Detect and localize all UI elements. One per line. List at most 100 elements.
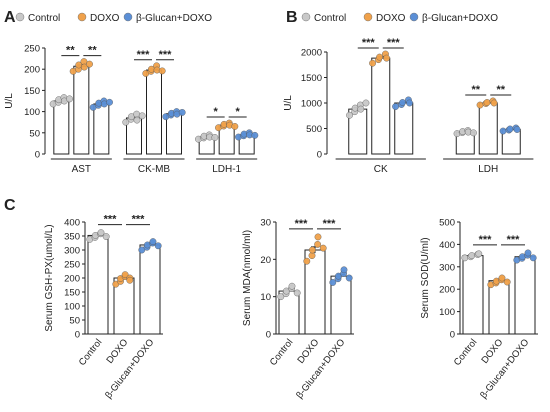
y-tick-label-0: 0 <box>35 150 40 161</box>
y-tick-label-50: 50 <box>69 316 80 327</box>
category-label-ast: AST <box>72 164 91 175</box>
y-axis-label: Serum GSH-PX(umol/L) <box>44 224 55 331</box>
bar-ck-beta-glucan-doxo-point <box>399 99 406 106</box>
y-tick-label-0: 0 <box>317 150 322 161</box>
panel-c-label: C <box>4 197 16 214</box>
bar-doxo-point <box>126 276 134 284</box>
y-tick-label-10: 10 <box>260 292 271 303</box>
sig-ldh-1-label: ** <box>471 84 480 96</box>
sig-ck-mb-1-label: *** <box>137 49 151 61</box>
sig-ldh-2-label: ** <box>496 84 505 96</box>
sig-1-label: *** <box>104 214 118 226</box>
bar-ast-control-bar <box>53 100 70 155</box>
bar-doxo-point <box>121 271 129 279</box>
bar-ldh-beta-glucan-doxo-point <box>499 127 507 135</box>
panel-b-label: B <box>286 9 298 26</box>
bar-control-bar <box>462 255 484 335</box>
bar-ck-mb-beta-glucan-doxo-point <box>178 109 186 116</box>
bar-control-bar <box>87 234 109 335</box>
legend-label-beta-glucan-doxo: β-Glucan+DOXO <box>422 13 498 24</box>
legend-label-beta-glucan-doxo: β-Glucan+DOXO <box>136 13 212 24</box>
y-tick-label-50: 50 <box>29 128 40 139</box>
bar-beta-glucan-doxo-point <box>529 254 537 262</box>
bar-ast-doxo-bar <box>73 65 90 155</box>
x-tick-label-doxo: DOXO <box>295 337 321 366</box>
category-label-ck-mb: CK-MB <box>138 164 171 175</box>
y-tick-label-1500: 1500 <box>301 73 322 84</box>
x-tick-label-control: Control <box>77 337 105 368</box>
sig-ck-1-label: *** <box>362 37 376 49</box>
bar-ldh-doxo-point <box>476 101 484 109</box>
bar-doxo-point <box>303 257 311 265</box>
bar-beta-glucan-doxo-point <box>329 279 337 286</box>
bar-ck-control-point <box>362 99 370 107</box>
bar-control-point <box>277 293 285 301</box>
y-tick-label-400: 400 <box>439 240 455 251</box>
bar-ast-doxo-point <box>80 63 88 71</box>
legend-b: Control DOXO β-Glucan+DOXO <box>301 12 498 24</box>
y-tick-label-100: 100 <box>64 302 80 313</box>
y-axis-label: U/L <box>4 93 15 109</box>
y-tick-label-1000: 1000 <box>301 99 322 110</box>
legend-marker-doxo <box>363 12 373 22</box>
x-tick-label-beta-glucan-doxo: β-Glucan+DOXO <box>478 337 531 401</box>
y-axis-label: Serum SOD(U/ml) <box>420 237 431 318</box>
bar-beta-glucan-doxo-point <box>154 242 162 250</box>
y-tick-label-100: 100 <box>24 107 40 118</box>
bar-ldh-doxo-bar <box>478 102 498 155</box>
plot-c-gshpx: 0 50 100 150 200 250 300 350 400 Control DOXOβ-Glu… <box>44 214 163 401</box>
bar-beta-glucan-doxo-point <box>149 238 157 246</box>
sig-2-label: *** <box>323 218 337 230</box>
legend-marker-doxo <box>77 12 87 22</box>
legend-label-control: Control <box>314 13 346 24</box>
bar-ast-beta-glucan-doxo-bar <box>93 103 110 155</box>
bar-ck-beta-glucan-doxo-point <box>406 99 413 107</box>
bar-ldh-1-beta-glucan-doxo-point <box>251 131 259 139</box>
bar-beta-glucan-doxo-point <box>345 274 353 282</box>
bar-control-point <box>475 250 483 258</box>
bar-ast-beta-glucan-doxo-point <box>106 98 113 106</box>
x-tick-label-beta-glucan-doxo: β-Glucan+DOXO <box>103 337 156 401</box>
y-tick-label-30: 30 <box>260 218 271 229</box>
y-tick-label-300: 300 <box>439 262 455 273</box>
bar-ldh-control-point <box>470 129 477 137</box>
legend-label-control: Control <box>28 13 60 24</box>
y-axis-label: Serum MDA(nmol/ml) <box>242 230 253 326</box>
category-label-ldh: LDH <box>478 164 498 175</box>
panel-a-label: A <box>4 9 16 26</box>
bar-doxo-point <box>314 240 321 248</box>
bar-ck-doxo-point <box>383 54 390 62</box>
bar-ldh-doxo-point <box>490 99 498 107</box>
bar-ck-mb-control-point <box>122 118 130 126</box>
y-tick-label-150: 150 <box>24 86 40 97</box>
sig-ck-mb-2-label: *** <box>159 49 173 61</box>
y-tick-label-500: 500 <box>439 218 455 229</box>
x-tick-label-doxo: DOXO <box>479 337 505 366</box>
y-tick-label-200: 200 <box>24 65 40 76</box>
bar-control-point <box>293 289 301 297</box>
bar-ck-beta-glucan-doxo-bar <box>394 102 414 155</box>
bar-control-point <box>468 252 476 260</box>
panel-a: A Control DOXO β-Glucan+DOXO 0 50 100 150 200 2… <box>4 9 259 175</box>
legend-label-doxo: DOXO <box>90 13 120 24</box>
sig-ast-1-label: ** <box>66 45 75 57</box>
y-tick-label-500: 500 <box>306 124 322 135</box>
y-tick-label-0: 0 <box>266 330 271 341</box>
legend-a: Control DOXO β-Glucan+DOXO <box>15 12 212 24</box>
x-tick-label-control: Control <box>452 337 480 368</box>
bar-ast-doxo-point <box>86 60 93 68</box>
bar-control-point <box>288 282 296 290</box>
x-tick-label-control: Control <box>268 337 296 368</box>
bar-ldh-1-control-point <box>211 134 219 141</box>
bar-doxo-point <box>308 246 316 254</box>
bar-beta-glucan-doxo-point <box>138 246 146 254</box>
panel-b: B Control DOXO β-Glucan+DOXO 0 500 1000 1500 2… <box>283 9 534 175</box>
y-tick-label-100: 100 <box>439 307 455 318</box>
y-tick-label-250: 250 <box>64 260 80 271</box>
y-axis-label: U/L <box>283 95 294 111</box>
legend-marker-control <box>15 12 25 22</box>
